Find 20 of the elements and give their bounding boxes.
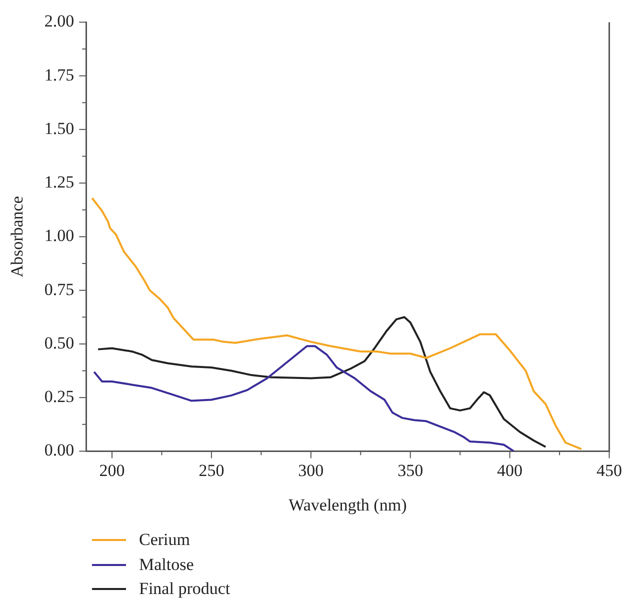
y-tick-label: 0.00 xyxy=(44,440,74,460)
y-tick-label: 0.25 xyxy=(44,387,74,406)
y-tick-label: 0.50 xyxy=(44,333,74,352)
y-tick-label: 2.00 xyxy=(44,12,74,31)
y-axis-title: Absorbance xyxy=(8,196,27,278)
x-tick-label: 450 xyxy=(596,460,622,480)
y-tick-label: 1.75 xyxy=(44,65,74,84)
y-tick-label: 0.75 xyxy=(44,280,74,299)
x-tick-label: 400 xyxy=(497,460,523,480)
x-tick-label: 250 xyxy=(198,460,224,480)
legend-label: Cerium xyxy=(139,530,190,550)
x-tick-label: 300 xyxy=(298,460,324,480)
x-tick-label: 200 xyxy=(99,460,125,480)
y-tick-label: 1.00 xyxy=(44,226,74,246)
y-tick-label: 1.25 xyxy=(44,172,74,192)
x-tick-label: 350 xyxy=(398,460,424,480)
legend-label: Maltose xyxy=(139,554,194,575)
y-tick-label: 1.50 xyxy=(44,118,74,138)
x-axis-title: Wavelength (nm) xyxy=(288,495,407,514)
legend-label: Final product xyxy=(139,579,230,599)
